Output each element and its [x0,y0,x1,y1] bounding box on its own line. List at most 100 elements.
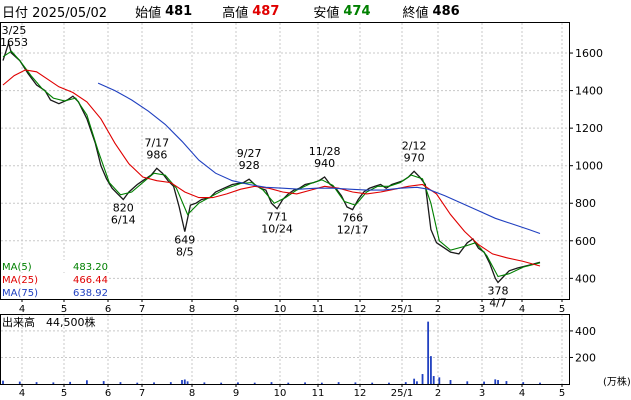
price-y-tick-label: 400 [575,272,596,285]
price-y-tick-label: 800 [575,197,596,210]
ma-legend-bg [1,273,109,285]
volume-title: 出来高 44,500株 [2,315,96,329]
volume-bar [253,382,256,384]
price-y-tick-label: 1200 [575,122,603,135]
volume-bar [136,382,139,384]
volume-panel-frame [0,314,570,385]
price-x-tick-label: 9 [233,304,239,315]
volume-bar [505,381,508,384]
volume-x-tick-label: 8 [189,388,195,399]
ma-legend-value: 483.20 [73,262,108,273]
price-x-tick-label: 3 [479,304,485,315]
volume-bar [35,382,38,384]
volume-bar [119,382,122,384]
open-value: 481 [165,3,193,19]
ma-legend-name: MA(25) [2,275,38,286]
price-x-tick-label: 7 [139,304,145,315]
volume-unit-label: (万株) [603,375,631,388]
volume-x-tick-label: 9 [233,388,239,399]
price-annotation-label: 928 [239,159,260,172]
price-annotation-label: 7/17 [144,136,169,149]
volume-x-tick-label: 12 [354,388,367,399]
price-annotation-label: 6/14 [111,213,136,226]
price-annotation-label: 11/28 [309,145,341,158]
volume-bar [466,381,469,384]
volume-bar [483,381,485,384]
ma-legend-name: MA(75) [2,288,38,299]
volume-x-tick-label: 4 [19,388,25,399]
volume-bar [449,380,452,384]
price-annotation-label: 10/24 [261,223,293,236]
price-annotation-label: 378 [488,284,509,297]
volume-bar [413,378,416,384]
volume-bar [270,382,273,384]
close-label: 終値 [402,5,429,21]
series-line-ma75 [97,82,541,235]
volume-bar [427,321,430,384]
volume-bar [237,382,239,384]
volume-bar [153,382,155,384]
price-annotation-label: 4/7 [489,296,507,309]
volume-bar [432,376,435,384]
volume-bar [183,379,186,384]
volume-x-tick-label: 5 [559,388,565,399]
price-y-tick-label: 1400 [575,85,603,98]
price-y-tick-label: 600 [575,235,596,248]
price-x-tick-label: 2 [435,304,441,315]
volume-bar [430,356,432,384]
volume-bar [388,382,390,384]
open-label: 始値 [135,5,162,21]
volume-x-tick-label: 5 [61,388,67,399]
price-x-tick-label: 12 [354,304,367,315]
volume-bar [52,382,55,384]
high-value: 487 [252,3,280,19]
price-annotation-label: 820 [113,201,134,214]
price-panel-frame [0,22,570,300]
volume-x-axis: 4 5 6 7 8 9 10 11 12 25/1 2 3 4 5 [19,384,565,399]
volume-x-tick-label: 6 [105,388,111,399]
price-x-tick-label: 25/1 [391,304,413,315]
volume-bar [337,382,340,384]
volume-bar [2,380,4,384]
price-y-tick-label: 1000 [575,160,603,173]
volume-y-axis: 200 400 [569,325,596,364]
price-annotation-label: 649 [174,234,195,247]
volume-bar [539,382,541,384]
volume-bar [169,382,172,384]
price-annotation-label: 1653 [0,36,28,49]
volume-bar [287,382,290,384]
ma-legend-value: 466.44 [73,275,108,286]
price-annotation-label: 8/5 [176,246,194,259]
volume-bars [2,321,541,384]
ma-legend-bg [1,260,109,272]
volume-bar [304,382,306,384]
volume-bar [371,382,374,384]
price-x-tick-label: 5 [61,304,67,315]
ma-legend-name: MA(5) [2,262,32,273]
price-x-tick-label: 11 [312,304,325,315]
ma-legend-value: 638.92 [73,288,108,299]
volume-bar [220,382,223,384]
date-label: 日付 2025/05/02 [2,5,108,21]
volume-x-tick-label: 4 [519,388,525,399]
stock-header: 日付 2025/05/02 始値 481 高値 487 安値 474 終値 48… [0,0,631,22]
price-annotation-label: 771 [267,211,288,224]
volume-y-tick-label: 400 [575,325,596,338]
volume-y-tick-label: 200 [575,351,596,364]
volume-x-tick-label: 2 [435,388,441,399]
price-annotation-label: 3/25 [2,24,27,37]
high-label: 高値 [222,5,249,21]
volume-bar [416,381,418,384]
price-annotation-label: 940 [314,157,335,170]
volume-x-tick-label: 25/1 [391,388,413,399]
price-annotation-label: 970 [404,151,425,164]
ma-legend-bg [1,286,109,298]
close-value: 486 [432,3,460,19]
price-annotation-label: 2/12 [402,139,427,152]
volume-bar [497,380,499,384]
series-line-price [2,40,541,284]
volume-bar [203,382,206,384]
price-x-tick-label: 4 [519,304,525,315]
low-value: 474 [343,3,371,19]
